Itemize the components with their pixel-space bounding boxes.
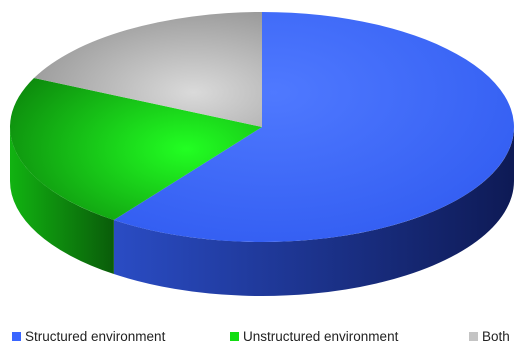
pie-side-unstructured-environment	[9, 127, 114, 275]
legend-label: Unstructured environment	[243, 328, 399, 344]
legend-swatch	[12, 331, 21, 341]
legend-label: Both	[482, 328, 510, 344]
legend-item-structured-environment: Structured environment	[12, 326, 165, 346]
legend-item-both: Both	[469, 326, 510, 346]
legend: Structured environment Unstructured envi…	[0, 326, 527, 346]
legend-swatch	[230, 331, 239, 341]
pie-chart	[9, 12, 514, 297]
legend-label: Structured environment	[25, 328, 166, 344]
pie-slice-both	[33, 12, 263, 127]
pie-slice-structured-environment	[113, 12, 514, 242]
pie-slice-unstructured-environment	[9, 78, 263, 221]
pie-side-structured-environment	[113, 127, 514, 297]
legend-swatch	[469, 331, 478, 341]
legend-item-unstructured-environment: Unstructured environment	[230, 326, 398, 346]
